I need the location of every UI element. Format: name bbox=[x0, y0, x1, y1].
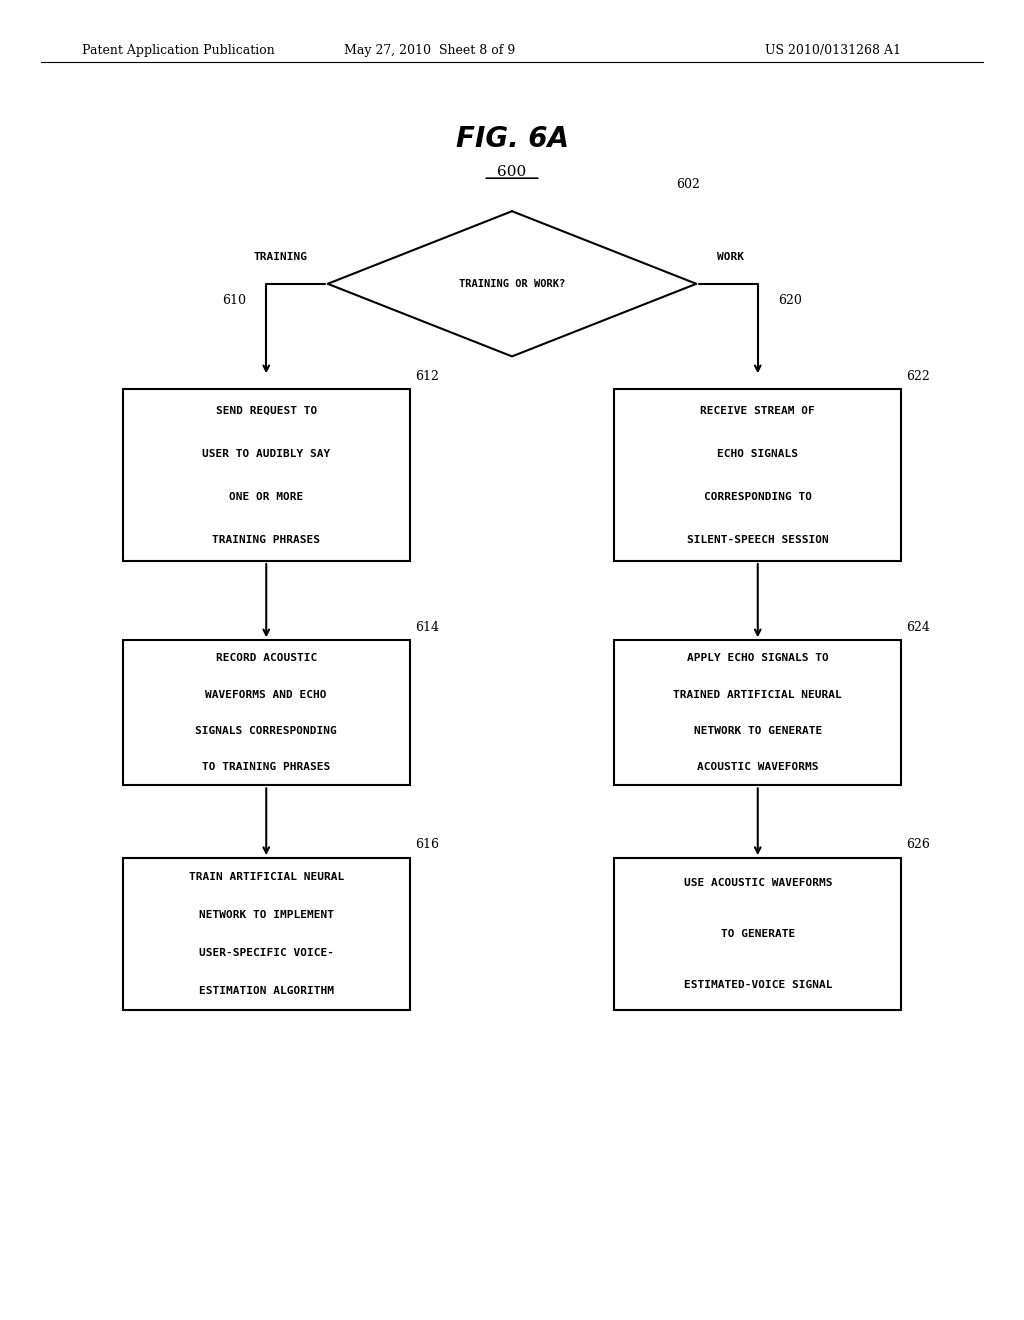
Text: TO GENERATE: TO GENERATE bbox=[721, 929, 795, 939]
Text: 624: 624 bbox=[906, 620, 930, 634]
FancyBboxPatch shape bbox=[123, 640, 410, 785]
Text: TRAINING PHRASES: TRAINING PHRASES bbox=[212, 535, 321, 545]
Text: RECORD ACOUSTIC: RECORD ACOUSTIC bbox=[216, 653, 316, 664]
Text: 610: 610 bbox=[222, 294, 246, 308]
Text: 612: 612 bbox=[415, 370, 438, 383]
FancyBboxPatch shape bbox=[123, 858, 410, 1010]
Text: ECHO SIGNALS: ECHO SIGNALS bbox=[717, 449, 799, 459]
Text: TRAINED ARTIFICIAL NEURAL: TRAINED ARTIFICIAL NEURAL bbox=[674, 689, 842, 700]
Text: Patent Application Publication: Patent Application Publication bbox=[82, 44, 274, 57]
FancyBboxPatch shape bbox=[614, 640, 901, 785]
Text: RECEIVE STREAM OF: RECEIVE STREAM OF bbox=[700, 405, 815, 416]
Text: APPLY ECHO SIGNALS TO: APPLY ECHO SIGNALS TO bbox=[687, 653, 828, 664]
Text: 602: 602 bbox=[676, 178, 699, 191]
Text: 626: 626 bbox=[906, 838, 930, 851]
FancyBboxPatch shape bbox=[123, 389, 410, 561]
Text: 622: 622 bbox=[906, 370, 930, 383]
Text: ONE OR MORE: ONE OR MORE bbox=[229, 491, 303, 502]
Text: TO TRAINING PHRASES: TO TRAINING PHRASES bbox=[202, 762, 331, 772]
Text: NETWORK TO GENERATE: NETWORK TO GENERATE bbox=[693, 726, 822, 737]
Text: May 27, 2010  Sheet 8 of 9: May 27, 2010 Sheet 8 of 9 bbox=[344, 44, 516, 57]
Text: USER TO AUDIBLY SAY: USER TO AUDIBLY SAY bbox=[202, 449, 331, 459]
Text: ESTIMATION ALGORITHM: ESTIMATION ALGORITHM bbox=[199, 986, 334, 995]
Text: SEND REQUEST TO: SEND REQUEST TO bbox=[216, 405, 316, 416]
Text: ESTIMATED-VOICE SIGNAL: ESTIMATED-VOICE SIGNAL bbox=[683, 979, 833, 990]
Text: TRAINING OR WORK?: TRAINING OR WORK? bbox=[459, 279, 565, 289]
Text: TRAINING: TRAINING bbox=[253, 252, 307, 263]
Text: USER-SPECIFIC VOICE-: USER-SPECIFIC VOICE- bbox=[199, 948, 334, 958]
Text: SIGNALS CORRESPONDING: SIGNALS CORRESPONDING bbox=[196, 726, 337, 737]
Text: NETWORK TO IMPLEMENT: NETWORK TO IMPLEMENT bbox=[199, 909, 334, 920]
Text: CORRESPONDING TO: CORRESPONDING TO bbox=[703, 491, 812, 502]
Text: USE ACOUSTIC WAVEFORMS: USE ACOUSTIC WAVEFORMS bbox=[683, 878, 833, 888]
Text: US 2010/0131268 A1: US 2010/0131268 A1 bbox=[765, 44, 901, 57]
Text: FIG. 6A: FIG. 6A bbox=[456, 125, 568, 153]
Text: SILENT-SPEECH SESSION: SILENT-SPEECH SESSION bbox=[687, 535, 828, 545]
Text: 614: 614 bbox=[415, 620, 438, 634]
FancyBboxPatch shape bbox=[614, 389, 901, 561]
Text: WORK: WORK bbox=[717, 252, 743, 263]
Text: TRAIN ARTIFICIAL NEURAL: TRAIN ARTIFICIAL NEURAL bbox=[188, 873, 344, 882]
Text: 616: 616 bbox=[415, 838, 438, 851]
Text: 620: 620 bbox=[778, 294, 802, 308]
FancyBboxPatch shape bbox=[614, 858, 901, 1010]
Text: ACOUSTIC WAVEFORMS: ACOUSTIC WAVEFORMS bbox=[697, 762, 818, 772]
Text: 600: 600 bbox=[498, 165, 526, 180]
Text: WAVEFORMS AND ECHO: WAVEFORMS AND ECHO bbox=[206, 689, 327, 700]
